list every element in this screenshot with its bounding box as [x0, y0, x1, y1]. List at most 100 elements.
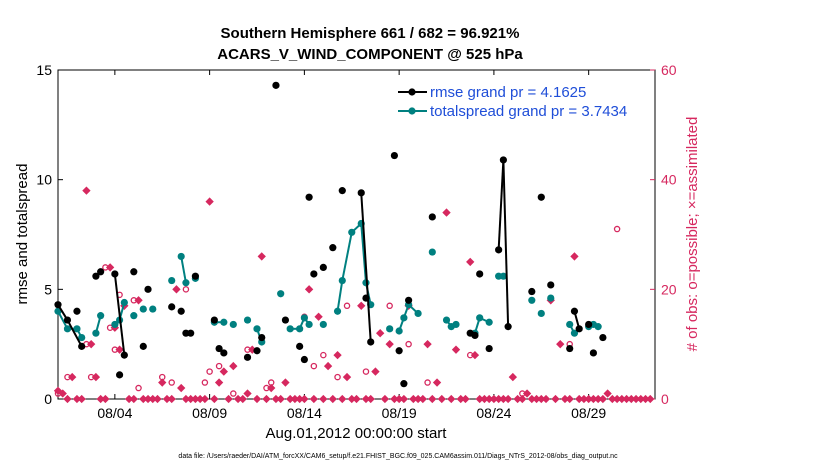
totalspread-point	[168, 276, 176, 285]
totalspread-point	[594, 323, 602, 331]
obs-assimilated-point	[565, 394, 574, 404]
obs-possible-point	[334, 373, 341, 381]
obs-assimilated-point	[342, 372, 352, 382]
rmse-point	[130, 268, 138, 276]
totalspread-point	[177, 252, 185, 261]
y-tick-label: 15	[36, 62, 52, 78]
obs-possible-point	[405, 340, 412, 348]
obs-assimilated-point	[328, 394, 337, 404]
totalspread-point	[63, 325, 72, 333]
obs-assimilated-point	[134, 296, 143, 305]
plot-area	[57, 69, 656, 400]
obs-assimilated-point	[172, 285, 181, 294]
obs-possible-point	[613, 225, 621, 233]
legend: rmse grand pr = 4.1625 totalspread grand…	[394, 82, 634, 124]
obs-assimilated-point	[105, 263, 115, 272]
obs-assimilated-point	[300, 394, 309, 404]
obs-possible-point	[362, 368, 370, 375]
totalspread-point	[348, 228, 356, 236]
rmse-point	[168, 303, 176, 311]
obs-assimilated-point	[58, 389, 67, 398]
obs-assimilated-point	[418, 394, 427, 404]
rmse-point	[528, 287, 536, 296]
obs-assimilated-point	[82, 186, 91, 195]
legend-rmse-marker	[408, 88, 416, 96]
rmse-point	[215, 344, 223, 353]
y2-axis-label: # of obs: o=possible; ×=assimilated	[684, 117, 701, 352]
rmse-point	[111, 270, 119, 278]
rmse-point	[547, 281, 555, 289]
rmse-point	[296, 342, 304, 350]
totalspread-point	[547, 294, 555, 302]
obs-assimilated-point	[352, 394, 361, 404]
x-tick-label: 08/29	[571, 405, 606, 421]
obs-assimilated-point	[380, 394, 390, 404]
rmse-point	[115, 371, 124, 379]
totalspread-point	[73, 325, 81, 333]
rmse-point	[599, 333, 607, 342]
totalspread-point	[253, 325, 261, 333]
rmse-point	[570, 307, 579, 315]
rmse-line-segment	[497, 159, 505, 250]
totalspread-point	[97, 312, 105, 320]
y2-tick-label: 60	[661, 62, 677, 78]
rmse-point	[476, 270, 484, 278]
legend-spread-label: totalspread grand pr = 3.7434	[430, 103, 627, 120]
rmse-point	[97, 268, 105, 276]
obs-assimilated-point	[210, 394, 219, 404]
rmse-point	[272, 81, 280, 89]
obs-possible-point	[206, 368, 213, 375]
rmse-point	[300, 355, 308, 364]
rmse-point	[258, 333, 266, 342]
totalspread-point	[149, 305, 157, 313]
obs-assimilated-point	[385, 340, 394, 349]
x-axis-label: Aug.01,2012 00:00:00 start	[266, 425, 448, 442]
obs-possible-point	[135, 384, 142, 392]
rmse-point	[585, 320, 593, 329]
rmse-point	[471, 331, 479, 339]
obs-possible-point	[168, 379, 175, 386]
rmse-point	[537, 193, 545, 201]
y-axis-label: rmse and totalspread	[14, 164, 31, 305]
totalspread-point	[566, 320, 574, 329]
totalspread-point	[528, 296, 536, 304]
obs-assimilated-point	[598, 394, 608, 404]
totalspread-point	[570, 329, 579, 337]
rmse-point	[305, 193, 313, 201]
obs-assimilated-point	[267, 383, 276, 393]
rmse-series	[54, 81, 607, 388]
obs-assimilated-point	[319, 394, 328, 404]
totalspread-line-segment	[341, 232, 353, 281]
rmse-point	[338, 187, 346, 195]
rmse-line-segment	[113, 273, 126, 356]
obs-possible-point	[230, 390, 237, 397]
obs-possible-point	[424, 379, 431, 386]
obs-assimilated-point	[323, 361, 333, 371]
obs-assimilated-point	[357, 301, 366, 310]
rmse-point	[390, 151, 399, 160]
totalspread-point	[111, 320, 119, 329]
totalspread-point	[442, 316, 451, 324]
legend-box	[394, 82, 634, 124]
rmse-point	[428, 213, 436, 221]
obs-assimilated-point	[366, 394, 375, 404]
rmse-point	[63, 316, 72, 324]
totalspread-point	[476, 314, 484, 322]
totalspread-point	[452, 320, 460, 329]
totalspread-point	[300, 314, 308, 322]
obs-assimilated-point	[200, 394, 210, 404]
y2-tick-label: 0	[661, 391, 669, 407]
obs-assimilated-point	[219, 367, 228, 376]
totalspread-point	[428, 248, 436, 256]
obs-assimilated-point	[461, 394, 470, 404]
x-tick-label: 08/19	[382, 405, 417, 421]
rmse-point	[499, 156, 507, 164]
obs-assimilated-point	[252, 394, 262, 404]
rmse-point	[566, 344, 574, 353]
totalspread-point	[305, 320, 313, 329]
rmse-point	[405, 296, 413, 304]
rmse-point	[495, 246, 503, 254]
obs-assimilated-point	[129, 394, 138, 404]
obs-assimilated-point	[158, 378, 167, 387]
chart-title: Southern Hemisphere 661 / 682 = 96.921%	[221, 25, 520, 42]
